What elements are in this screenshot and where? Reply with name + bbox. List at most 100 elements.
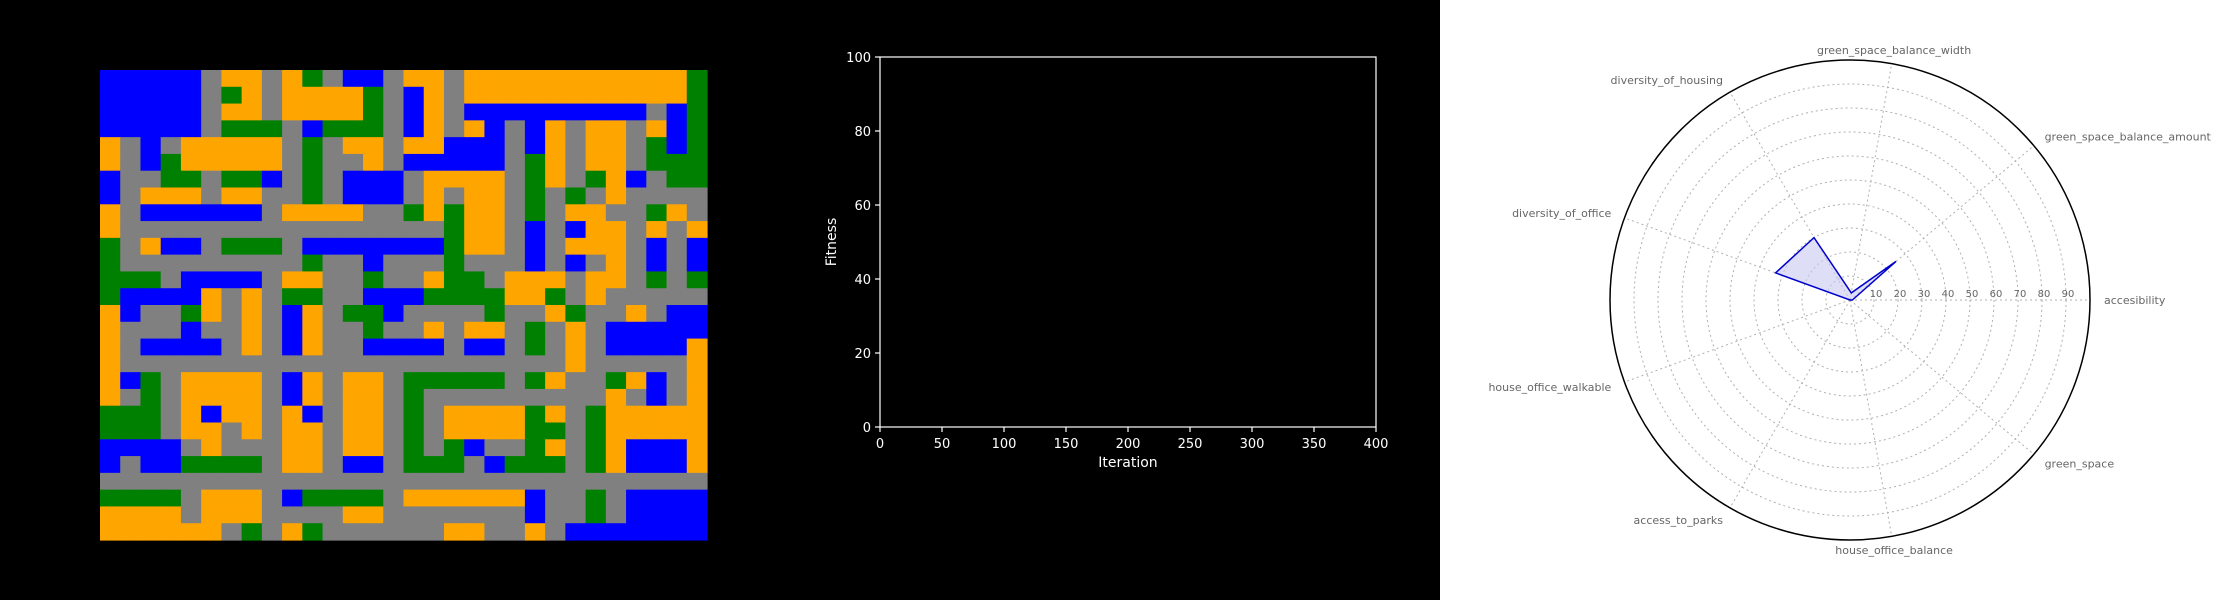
grid-cell-road: [383, 472, 405, 491]
grid-cell-road: [160, 405, 182, 424]
grid-cell-road: [201, 120, 222, 138]
grid-cell-office: [484, 170, 506, 189]
grid-cell-road: [504, 472, 526, 491]
grid-cell-housing: [180, 237, 202, 256]
grid-cell-housing: [201, 204, 222, 222]
grid-cell-office: [423, 86, 445, 105]
grid-cell-office: [484, 321, 506, 340]
grid-cell-housing: [524, 489, 546, 508]
grid-cell-office: [464, 221, 486, 239]
grid-cell-office: [282, 422, 303, 440]
grid-cell-road: [626, 120, 647, 138]
grid-cell-housing: [383, 305, 405, 323]
grid-cell-road: [241, 221, 263, 239]
grid-cell-housing: [666, 523, 688, 541]
grid-cell-office: [504, 405, 526, 424]
grid-cell-office: [302, 305, 324, 323]
grid-cell-housing: [464, 439, 486, 457]
grid-cell-housing: [100, 456, 121, 474]
grid-cell-green: [363, 271, 384, 289]
grid-cell-green: [140, 489, 162, 508]
grid-cell-housing: [585, 103, 607, 121]
grid-cell-road: [565, 153, 587, 172]
grid-cell-office: [282, 103, 303, 121]
grid-cell-road: [383, 86, 405, 105]
grid-cell-office: [585, 221, 607, 239]
grid-cell-green: [322, 489, 344, 508]
grid-cell-office: [646, 86, 668, 105]
grid-cell-office: [241, 489, 263, 508]
grid-cell-road: [282, 237, 303, 256]
grid-cell-office: [302, 372, 324, 390]
grid-cell-housing: [261, 170, 283, 189]
grid-cell-housing: [666, 137, 688, 155]
grid-cell-office: [585, 137, 607, 155]
grid-cell-housing: [524, 506, 546, 524]
grid-cell-road: [686, 204, 708, 222]
grid-cell-housing: [646, 388, 668, 407]
grid-cell-housing: [605, 523, 627, 541]
grid-cell-office: [302, 321, 324, 340]
grid-cell-housing: [160, 70, 182, 88]
grid-cell-road: [565, 439, 587, 457]
grid-cell-office: [605, 254, 627, 273]
grid-cell-office: [464, 170, 486, 189]
grid-cell-road: [504, 187, 526, 205]
grid-cell-road: [160, 305, 182, 323]
radar-category-label: accesibility: [2104, 294, 2166, 307]
grid-cell-housing: [180, 103, 202, 121]
grid-cell-office: [241, 305, 263, 323]
grid-cell-office: [342, 506, 364, 524]
grid-cell-road: [282, 254, 303, 273]
grid-cell-road: [322, 372, 344, 390]
grid-cell-road: [585, 388, 607, 407]
grid-cell-green: [666, 170, 688, 189]
grid-cell-housing: [160, 439, 182, 457]
x-tick-label: 400: [1364, 437, 1389, 452]
grid-cell-office: [545, 271, 566, 289]
grid-cell-road: [666, 237, 688, 256]
grid-cell-office: [403, 137, 425, 155]
grid-cell-road: [605, 204, 627, 222]
city-layout-grid: [100, 70, 708, 541]
grid-cell-housing: [565, 103, 587, 121]
grid-cell-office: [342, 405, 364, 424]
grid-cell-housing: [686, 506, 708, 524]
grid-cell-housing: [282, 372, 303, 390]
grid-cell-office: [282, 271, 303, 289]
grid-cell-office: [201, 439, 222, 457]
grid-cell-green: [504, 456, 526, 474]
grid-cell-housing: [605, 338, 627, 356]
grid-cell-road: [423, 405, 445, 424]
grid-cell-office: [100, 321, 121, 340]
grid-cell-green: [100, 489, 121, 508]
grid-cell-office: [646, 422, 668, 440]
grid-cell-road: [423, 422, 445, 440]
grid-cell-road: [120, 388, 142, 407]
grid-cell-road: [403, 254, 425, 273]
grid-cell-road: [201, 221, 222, 239]
grid-cell-road: [322, 439, 344, 457]
grid-cell-road: [504, 204, 526, 222]
fitness-line-chart: Iteration Fitness 0 50 100 150 200 250 300 350 4…: [824, 51, 1389, 471]
grid-cell-road: [545, 472, 566, 491]
radar-grid-ring: [1825, 275, 1875, 325]
grid-cell-road: [261, 506, 283, 524]
grid-cell-housing: [160, 456, 182, 474]
grid-cell-green: [443, 288, 465, 306]
grid-cell-road: [120, 254, 142, 273]
grid-cell-housing: [201, 338, 222, 356]
grid-cell-housing: [383, 288, 405, 306]
grid-cell-housing: [363, 237, 384, 256]
grid-cell-green: [524, 405, 546, 424]
grid-cell-green: [120, 422, 142, 440]
grid-cell-office: [605, 187, 627, 205]
grid-cell-office: [484, 204, 506, 222]
grid-cell-office: [363, 153, 384, 172]
grid-cell-road: [261, 271, 283, 289]
grid-cell-office: [140, 237, 162, 256]
grid-cell-road: [322, 338, 344, 356]
grid-cell-housing: [646, 489, 668, 508]
grid-cell-office: [241, 372, 263, 390]
grid-cell-office: [504, 288, 526, 306]
